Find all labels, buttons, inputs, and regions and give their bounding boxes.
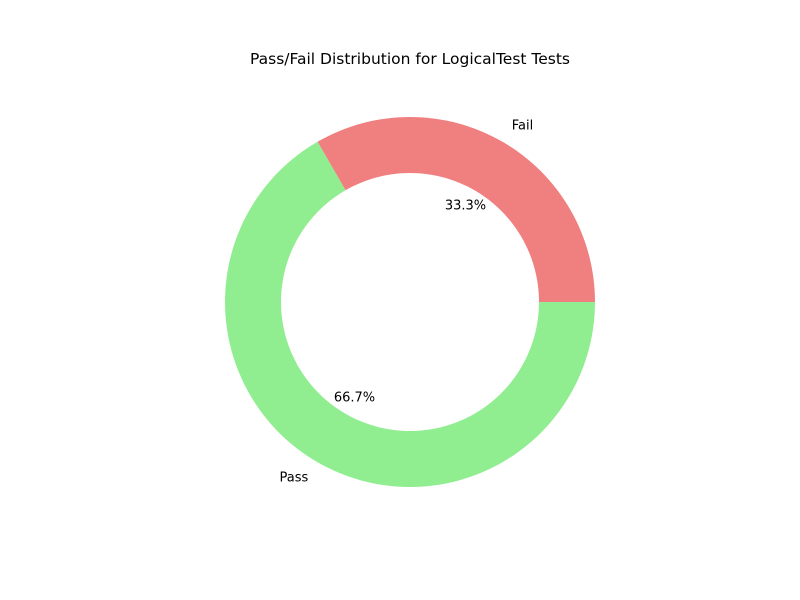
percent-label-pass: 66.7% xyxy=(334,391,375,406)
slice-pass xyxy=(225,141,595,488)
slice-fail xyxy=(317,116,595,302)
donut-labels: Fail 33.3% Pass 66.7% xyxy=(279,118,533,485)
chart-title: Pass/Fail Distribution for LogicalTest T… xyxy=(250,50,570,68)
percent-label-fail: 33.3% xyxy=(445,198,486,213)
donut-slices xyxy=(225,116,595,488)
slice-label-fail: Fail xyxy=(512,118,533,133)
slice-label-pass: Pass xyxy=(279,471,308,486)
